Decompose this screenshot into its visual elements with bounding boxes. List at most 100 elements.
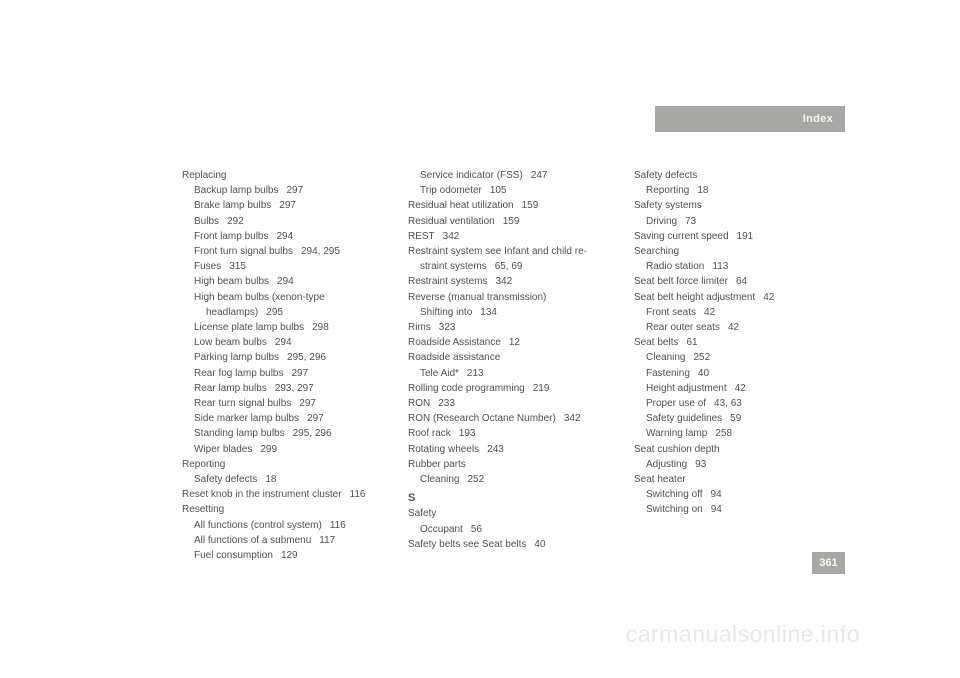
entry-term: Shifting into — [420, 307, 472, 318]
entry-term: Reporting — [646, 185, 689, 196]
entry-term: Roadside Assistance — [408, 337, 501, 348]
entry-page: 292 — [227, 216, 244, 227]
entry-page: 159 — [522, 200, 539, 211]
index-entry: Rear lamp bulbs 293, 297 — [182, 381, 390, 396]
entry-page: 18 — [265, 474, 276, 485]
entry-page: 43, 63 — [714, 398, 742, 409]
index-entry: Seat belt height adjustment42 — [634, 290, 842, 305]
entry-page: 18 — [697, 185, 708, 196]
entry-term: Front lamp bulbs — [194, 231, 268, 242]
index-entry: High beam bulbs294 — [182, 274, 390, 289]
entry-page: 247 — [531, 170, 548, 181]
entry-page: 61 — [686, 337, 697, 348]
entry-page: 94 — [711, 504, 722, 515]
entry-term: Cleaning — [420, 474, 459, 485]
index-entry: Saving current speed191 — [634, 229, 842, 244]
entry-page: 315 — [229, 261, 246, 272]
index-entry: Fastening40 — [634, 366, 842, 381]
entry-term: Height adjustment — [646, 383, 727, 394]
column-2: Service indicator (FSS)247Trip odometer1… — [408, 168, 616, 563]
entry-page: 294 — [276, 231, 293, 242]
entry-term: Backup lamp bulbs — [194, 185, 279, 196]
entry-term: Wiper blades — [194, 444, 252, 455]
entry-term: Brake lamp bulbs — [194, 200, 271, 211]
entry-page: 258 — [715, 428, 732, 439]
index-entry: RON233 — [408, 396, 616, 411]
entry-page: 342 — [495, 276, 512, 287]
index-entry: Radio station113 — [634, 259, 842, 274]
entry-page: 293, 297 — [275, 383, 314, 394]
entry-term: Tele Aid* — [420, 368, 459, 379]
entry-term: Parking lamp bulbs — [194, 352, 279, 363]
index-entry: Fuel consumption129 — [182, 548, 390, 563]
entry-term: Resetting — [182, 504, 224, 515]
index-entry: Roadside assistance — [408, 350, 616, 365]
index-entry: Driving 73 — [634, 214, 842, 229]
entry-term: Driving — [646, 216, 677, 227]
index-entry: Front turn signal bulbs294, 295 — [182, 244, 390, 259]
index-entry: RON (Research Octane Number) 342 — [408, 411, 616, 426]
page-number: 361 — [819, 557, 837, 569]
entry-term: Replacing — [182, 170, 226, 181]
entry-term: Adjusting — [646, 459, 687, 470]
index-entry: License plate lamp bulbs298 — [182, 320, 390, 335]
index-entry: S — [408, 491, 616, 506]
entry-page: 295, 296 — [293, 428, 332, 439]
entry-page: 252 — [693, 352, 710, 363]
index-entry: Wiper blades 299 — [182, 442, 390, 457]
entry-term: Safety defects — [194, 474, 257, 485]
index-entry: Rear turn signal bulbs297 — [182, 396, 390, 411]
entry-page: 295, 296 — [287, 352, 326, 363]
index-entry: Safety systems — [634, 198, 842, 213]
index-entry: Safety guidelines59 — [634, 411, 842, 426]
entry-page: 342 — [443, 231, 460, 242]
entry-term: Rims — [408, 322, 431, 333]
entry-term: RON (Research Octane Number) — [408, 413, 556, 424]
entry-page: 116 — [330, 520, 346, 531]
entry-page: 294, 295 — [301, 246, 340, 257]
index-entry: All functions of a submenu117 — [182, 533, 390, 548]
entry-term: Radio station — [646, 261, 704, 272]
entry-term: Residual heat utilization — [408, 200, 514, 211]
index-entry: Side marker lamp bulbs297 — [182, 411, 390, 426]
entry-page: 298 — [312, 322, 329, 333]
entry-term: Reset knob in the instrument cluster — [182, 489, 342, 500]
entry-page: 294 — [275, 337, 292, 348]
entry-page: 64 — [736, 276, 747, 287]
index-entry: Cleaning252 — [408, 472, 616, 487]
entry-term: Saving current speed — [634, 231, 729, 242]
index-entry: Parking lamp bulbs 295, 296 — [182, 350, 390, 365]
entry-term: Safety guidelines — [646, 413, 722, 424]
entry-term: Switching off — [646, 489, 703, 500]
entry-page: 105 — [490, 185, 507, 196]
index-entry: Safety defects 18 — [182, 472, 390, 487]
header-bar: Index — [655, 106, 845, 132]
entry-term: Rear lamp bulbs — [194, 383, 267, 394]
index-entry: Switching off94 — [634, 487, 842, 502]
index-entry: Rotating wheels243 — [408, 442, 616, 457]
entry-term: Searching — [634, 246, 679, 257]
entry-page: 295 — [266, 307, 283, 318]
entry-term: Standing lamp bulbs — [194, 428, 285, 439]
entry-page: 342 — [564, 413, 581, 424]
index-entry: Seat cushion depth — [634, 442, 842, 457]
entry-term: Fuses — [194, 261, 221, 272]
entry-term: Restraint systems — [408, 276, 487, 287]
entry-page: 42 — [763, 292, 774, 303]
entry-page: 73 — [685, 216, 696, 227]
entry-page: 129 — [281, 550, 298, 561]
index-entry: Restraint system see Infant and child re… — [408, 244, 616, 259]
entry-term: Service indicator (FSS) — [420, 170, 523, 181]
index-entry: Brake lamp bulbs297 — [182, 198, 390, 213]
index-entry: Seat belt force limiter64 — [634, 274, 842, 289]
index-entry: Height adjustment42 — [634, 381, 842, 396]
header-title: Index — [803, 113, 833, 125]
index-entry: Backup lamp bulbs297 — [182, 183, 390, 198]
entry-page: 297 — [292, 368, 309, 379]
entry-page: 56 — [471, 524, 482, 535]
index-entry: Warning lamp258 — [634, 426, 842, 441]
index-entry: straint systems65, 69 — [408, 259, 616, 274]
index-entry: Roof rack193 — [408, 426, 616, 441]
entry-term: High beam bulbs — [194, 276, 269, 287]
entry-page: 299 — [260, 444, 277, 455]
